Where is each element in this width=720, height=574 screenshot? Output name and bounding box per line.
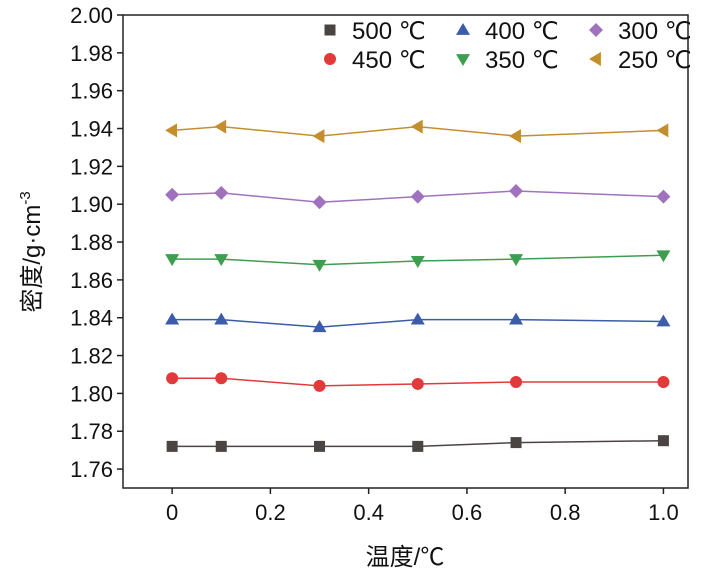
- x-tick-label: 0.4: [353, 500, 384, 525]
- legend-label: 450 ℃: [352, 47, 426, 74]
- y-axis-label-main: 密度/g·cm: [19, 205, 46, 313]
- series-500: [166, 435, 669, 452]
- data-point: [410, 312, 425, 325]
- data-point: [312, 259, 327, 272]
- series-line: [172, 190, 664, 204]
- legend-marker: [589, 23, 603, 37]
- series-450: [166, 372, 670, 392]
- legend-marker: [324, 24, 336, 36]
- data-point: [165, 312, 180, 325]
- y-tick-label: 2.00: [70, 3, 113, 28]
- y-axis-label: 密度/g·cm-3: [17, 191, 46, 312]
- data-point: [215, 440, 227, 452]
- data-point: [509, 129, 521, 144]
- y-tick-label: 1.80: [70, 381, 113, 406]
- series-line: [172, 254, 664, 266]
- data-point: [412, 440, 424, 452]
- series-line: [172, 125, 664, 137]
- series-250: [165, 119, 669, 144]
- y-tick-label: 1.78: [70, 419, 113, 444]
- y-tick-label: 1.96: [70, 79, 113, 104]
- x-tick-label: 0.2: [255, 500, 286, 525]
- data-point: [214, 312, 229, 325]
- y-tick-label: 1.92: [70, 154, 113, 179]
- data-point: [509, 312, 524, 325]
- y-tick-label: 1.94: [70, 117, 113, 142]
- data-point: [656, 189, 671, 204]
- data-point: [314, 440, 326, 452]
- legend-marker: [324, 53, 336, 65]
- y-tick-label: 1.86: [70, 268, 113, 293]
- data-point: [510, 437, 522, 449]
- data-point: [656, 123, 669, 138]
- data-point: [312, 129, 325, 144]
- x-tick-label: 1.0: [648, 500, 679, 525]
- y-tick-label: 1.82: [70, 344, 113, 369]
- data-point: [166, 372, 179, 385]
- series-300: [165, 183, 671, 210]
- y-tick-label: 1.84: [70, 306, 113, 331]
- y-tick-label: 1.76: [70, 457, 113, 482]
- data-point: [214, 119, 227, 134]
- series-400: [165, 312, 671, 333]
- data-point: [312, 195, 327, 210]
- data-point: [657, 435, 669, 447]
- series-line: [172, 439, 664, 448]
- legend-marker: [456, 23, 470, 35]
- legend-label: 400 ℃: [485, 18, 559, 45]
- data-point: [214, 185, 229, 200]
- data-point: [509, 254, 524, 267]
- y-tick-label: 1.98: [70, 41, 113, 66]
- series-line: [172, 318, 664, 328]
- legend: 500 ℃ 400 ℃ 300 ℃ 450 ℃ 350 ℃ 250 ℃: [324, 18, 692, 74]
- data-point: [313, 379, 326, 392]
- legend-label: 500 ℃: [352, 18, 426, 45]
- legend-label: 350 ℃: [485, 47, 559, 74]
- series-350: [165, 250, 671, 272]
- data-point: [510, 376, 523, 389]
- data-point: [657, 376, 670, 389]
- data-point: [509, 183, 524, 198]
- plot-frame: [122, 14, 689, 489]
- data-point: [410, 189, 425, 204]
- data-point: [656, 314, 671, 327]
- legend-marker: [456, 54, 470, 66]
- data-point: [165, 187, 180, 202]
- series-line: [172, 377, 664, 387]
- y-tick-label: 1.88: [70, 230, 113, 255]
- data-point: [165, 123, 178, 138]
- data-point: [656, 250, 671, 263]
- y-tick-label: 1.90: [70, 192, 113, 217]
- legend-label: 250 ℃: [618, 47, 692, 74]
- data-point: [312, 320, 327, 333]
- data-point: [165, 254, 180, 267]
- x-tick-label: 0: [166, 500, 178, 525]
- data-point: [215, 372, 228, 385]
- x-tick-label: 0.6: [452, 500, 483, 525]
- data-point: [411, 377, 424, 390]
- legend-marker: [589, 52, 601, 66]
- y-axis-label-exponent: -3: [17, 191, 34, 204]
- data-point: [410, 119, 423, 134]
- legend-label: 300 ℃: [618, 18, 692, 45]
- x-axis-label: 温度/℃: [366, 544, 445, 571]
- x-tick-label: 0.8: [550, 500, 581, 525]
- data-point: [166, 440, 178, 452]
- data-point: [410, 256, 425, 268]
- data-point: [214, 254, 229, 267]
